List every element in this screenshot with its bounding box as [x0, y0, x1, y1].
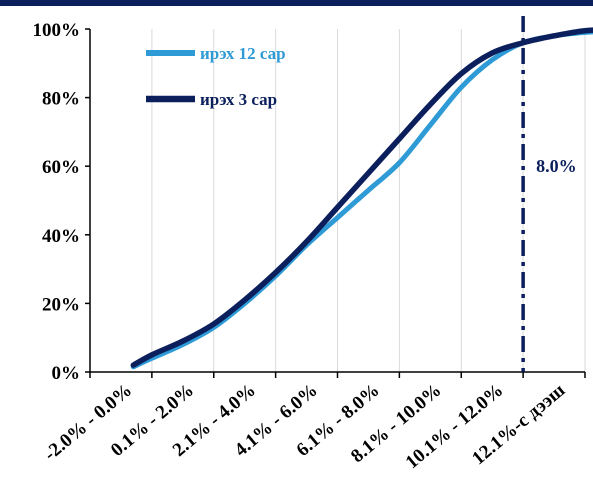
- y-tick-label: 80%: [42, 89, 80, 110]
- y-axis-ticks: 0% 20% 40% 60% 80% 100%: [33, 20, 81, 384]
- axes: [85, 28, 586, 378]
- top-border-bar: [0, 0, 593, 6]
- y-tick-label: 0%: [52, 363, 81, 384]
- legend: ирэх 12 сар ирэх 3 сар: [146, 44, 286, 109]
- series-line-2: [130, 27, 593, 368]
- x-axis-ticks: -2.0% - 0.0%0.1% - 2.0%2.1% - 4.0%4.1% -…: [40, 380, 569, 473]
- y-tick-label: 40%: [42, 226, 80, 247]
- series-lines: [130, 27, 593, 370]
- legend-label: ирэх 12 сар: [200, 44, 286, 63]
- y-tick-label: 60%: [42, 157, 80, 178]
- annotation: 8.0%: [521, 16, 577, 372]
- y-tick-label: 100%: [33, 20, 81, 41]
- series-line-1: [130, 29, 593, 370]
- legend-label: ирэх 3 сар: [200, 90, 277, 109]
- annotation-label: 8.0%: [536, 156, 577, 176]
- y-tick-label: 20%: [42, 294, 80, 315]
